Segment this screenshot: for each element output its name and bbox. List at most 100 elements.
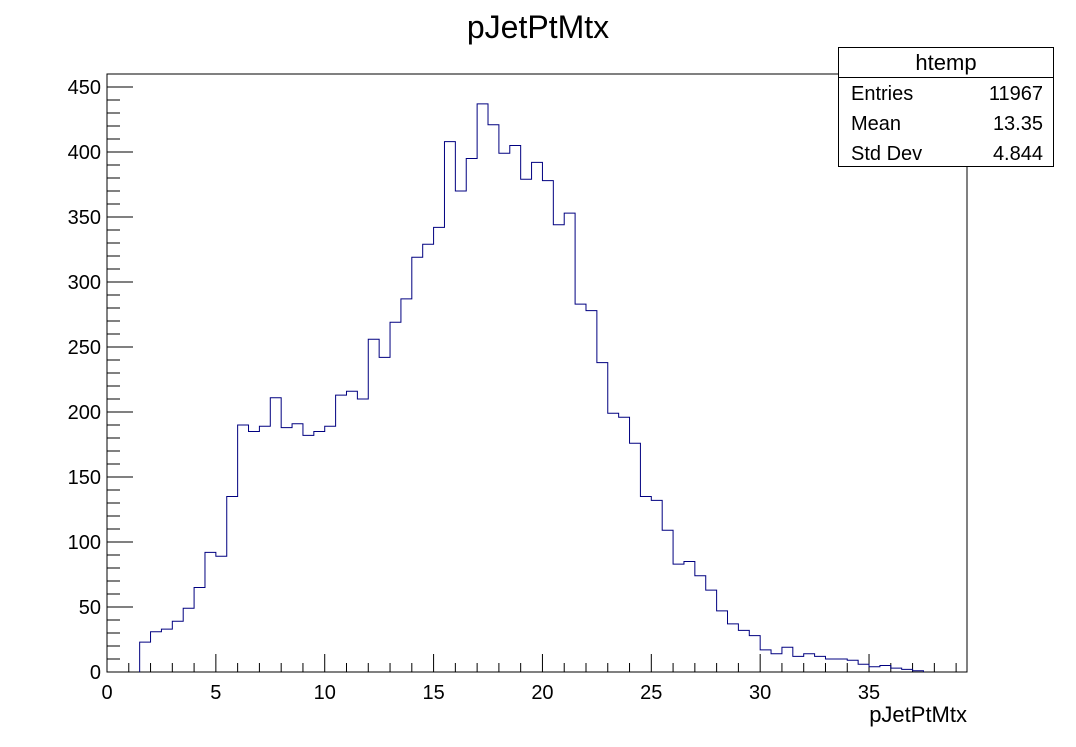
histogram-bin <box>738 630 749 672</box>
x-axis-label: pJetPtMtx <box>869 702 967 727</box>
histogram-bin <box>891 668 902 672</box>
histogram-bin <box>630 443 641 672</box>
x-tick-label: 5 <box>210 682 221 704</box>
histogram-bin <box>880 666 891 673</box>
histogram-bin <box>825 659 836 672</box>
histogram-bin <box>532 162 543 672</box>
histogram-bin <box>270 398 281 672</box>
stats-label: Mean <box>851 113 902 135</box>
histogram-bin <box>488 125 499 672</box>
histogram-bin <box>640 497 651 673</box>
y-tick-label: 450 <box>68 77 101 99</box>
histogram-bin <box>412 257 423 672</box>
stats-value: 11967 <box>988 83 1043 105</box>
histogram-bin <box>847 660 858 672</box>
stats-value: 4.844 <box>992 143 1043 165</box>
x-axis: 0 5 10 15 20 25 30 35 <box>101 654 957 704</box>
histogram-bin <box>564 213 575 672</box>
histogram-bin <box>346 391 357 672</box>
histogram-bin <box>259 426 270 672</box>
histogram-bin <box>466 159 477 673</box>
histogram-bin <box>151 632 162 672</box>
histogram-bin <box>161 629 172 672</box>
x-tick-label: 0 <box>101 682 112 704</box>
chart-title: pJetPtMtx <box>467 9 609 45</box>
histogram-bin <box>434 227 445 672</box>
histogram-bin <box>815 656 826 672</box>
histogram-bin <box>804 654 815 672</box>
histogram-bin <box>368 339 379 672</box>
histogram-bin <box>379 357 390 672</box>
histogram-bin <box>608 413 619 672</box>
histogram-bin <box>869 667 880 672</box>
y-tick-label: 200 <box>68 402 101 424</box>
histogram-bin <box>292 424 303 672</box>
y-tick-label: 150 <box>68 467 101 489</box>
histogram-bin <box>357 399 368 672</box>
histogram-bin <box>782 647 793 672</box>
histogram-bin <box>281 428 292 672</box>
histogram-bin <box>858 664 869 672</box>
histogram-bins <box>140 104 924 672</box>
histogram-bin <box>249 432 260 673</box>
y-tick-label: 350 <box>68 207 101 229</box>
histogram-bin <box>423 244 434 672</box>
stats-title: htemp <box>839 48 1053 78</box>
stats-value: 13.35 <box>992 113 1043 135</box>
histogram-bin <box>325 426 336 672</box>
stats-label: Std Dev <box>851 143 923 165</box>
histogram-bin <box>760 650 771 672</box>
histogram-bin <box>521 179 532 672</box>
histogram-bin <box>216 556 227 672</box>
histogram-bin <box>771 654 782 672</box>
x-tick-label: 20 <box>531 682 553 704</box>
histogram-bin <box>477 104 488 672</box>
histogram-bin <box>444 142 455 672</box>
histogram-bin <box>314 432 325 673</box>
histogram-bin <box>684 562 695 673</box>
y-tick-label: 400 <box>68 142 101 164</box>
histogram-bin <box>575 304 586 672</box>
histogram-bin <box>553 225 564 672</box>
histogram-bin <box>673 564 684 672</box>
y-tick-label: 50 <box>79 597 101 619</box>
y-tick-label: 0 <box>90 662 101 684</box>
histogram-bin <box>336 395 347 672</box>
histogram-bin <box>586 311 597 672</box>
histogram-bin <box>651 500 662 672</box>
stats-box: htemp Entries 11967 Mean 13.35 Std Dev 4… <box>838 47 1054 167</box>
histogram-bin <box>238 425 249 672</box>
y-tick-label: 250 <box>68 337 101 359</box>
stats-row-mean: Mean 13.35 <box>839 108 1053 138</box>
histogram-bin <box>183 608 194 672</box>
histogram-bin <box>455 191 466 672</box>
stats-row-entries: Entries 11967 <box>839 78 1053 108</box>
y-axis: 0 50 100 150 200 250 300 350 400 450 <box>68 73 133 684</box>
histogram-bin <box>401 299 412 672</box>
x-tick-label: 25 <box>640 682 662 704</box>
histogram-bin <box>510 146 521 673</box>
histogram-bin <box>706 590 717 672</box>
x-tick-label: 10 <box>314 682 336 704</box>
histogram-bin <box>728 624 739 672</box>
y-tick-label: 300 <box>68 272 101 294</box>
histogram-bin <box>140 642 151 672</box>
histogram-bin <box>390 322 401 672</box>
histogram-bin <box>793 656 804 672</box>
histogram-bin <box>542 181 553 672</box>
histogram-bin <box>836 659 847 672</box>
stats-label: Entries <box>851 83 914 105</box>
histogram-bin <box>717 611 728 672</box>
histogram-bin <box>499 153 510 672</box>
histogram-bin <box>662 530 673 672</box>
histogram-bin <box>194 588 205 673</box>
histogram-bin <box>749 636 760 672</box>
histogram-bin <box>303 435 314 672</box>
histogram-bin <box>172 621 183 672</box>
x-tick-label: 35 <box>858 682 880 704</box>
x-tick-label: 15 <box>422 682 444 704</box>
x-tick-label: 30 <box>749 682 771 704</box>
stats-row-std-dev: Std Dev 4.844 <box>839 138 1053 168</box>
histogram-bin <box>205 552 216 672</box>
